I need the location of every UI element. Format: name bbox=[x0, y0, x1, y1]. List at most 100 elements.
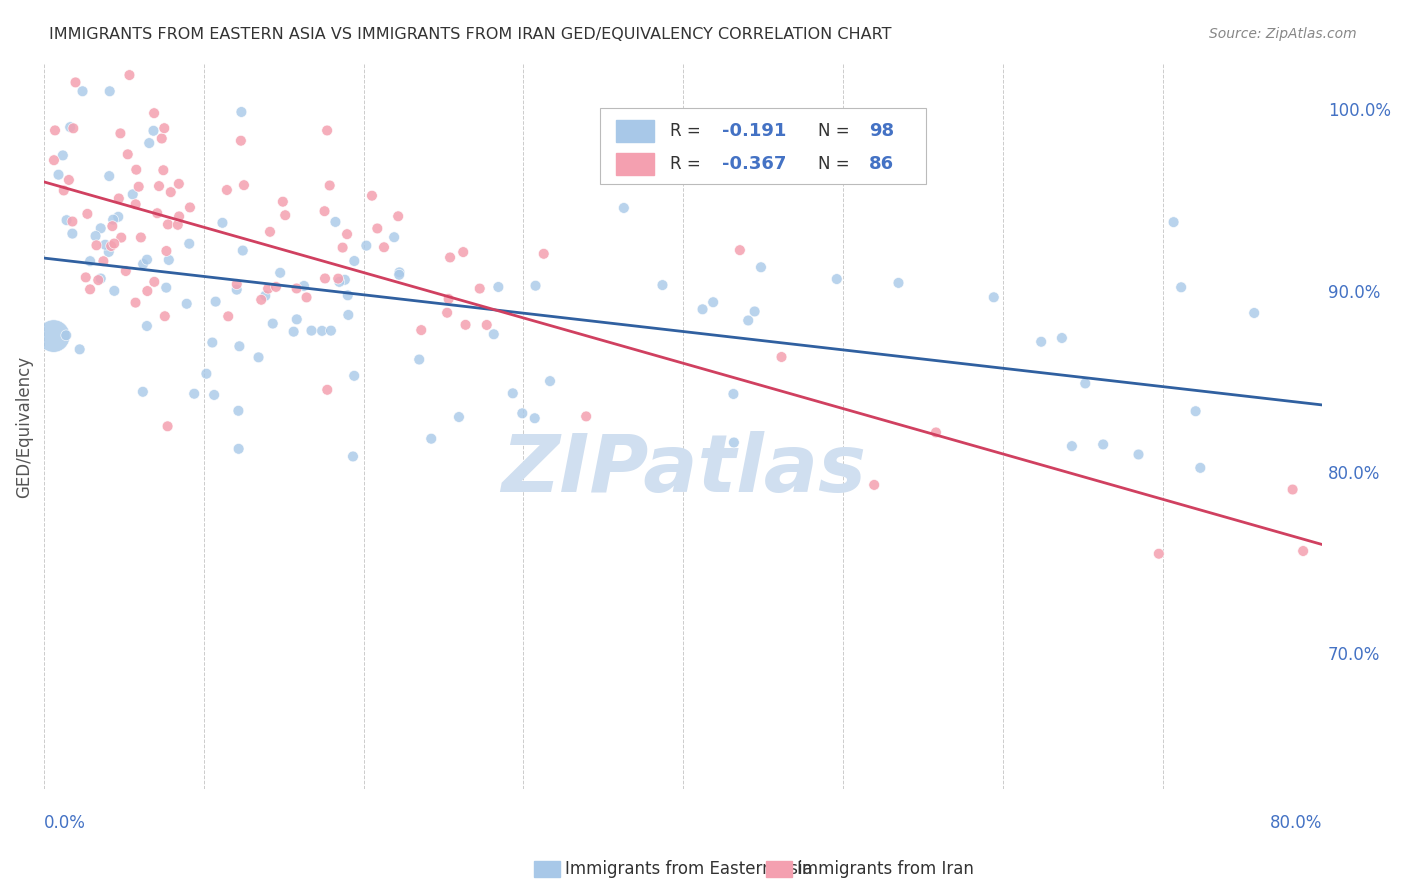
Text: Source: ZipAtlas.com: Source: ZipAtlas.com bbox=[1209, 27, 1357, 41]
Point bbox=[125, 162, 148, 177]
Point bbox=[179, 236, 201, 251]
Point bbox=[69, 343, 91, 357]
Point bbox=[411, 323, 433, 337]
Point bbox=[343, 368, 366, 383]
Point bbox=[257, 282, 280, 296]
Text: N =: N = bbox=[817, 122, 855, 140]
Point bbox=[366, 221, 388, 235]
Point bbox=[250, 293, 273, 307]
Point bbox=[388, 265, 411, 279]
Point bbox=[283, 325, 305, 339]
Point bbox=[1292, 544, 1315, 558]
Point bbox=[274, 208, 297, 222]
Point bbox=[342, 450, 364, 464]
Point bbox=[153, 121, 176, 136]
Point bbox=[533, 247, 555, 261]
Point bbox=[314, 271, 336, 285]
Point bbox=[728, 243, 751, 257]
Point bbox=[316, 383, 339, 397]
Point bbox=[62, 121, 84, 136]
Point bbox=[233, 178, 256, 193]
Text: ZIPatlas: ZIPatlas bbox=[501, 431, 866, 509]
Point bbox=[55, 213, 77, 227]
Point bbox=[723, 435, 745, 450]
Point bbox=[58, 173, 80, 187]
Text: Immigrants from Eastern Asia: Immigrants from Eastern Asia bbox=[565, 860, 813, 878]
Point bbox=[129, 230, 152, 244]
Text: 98: 98 bbox=[869, 122, 894, 140]
Point bbox=[132, 384, 155, 399]
Point bbox=[143, 275, 166, 289]
Point bbox=[148, 179, 170, 194]
Point bbox=[136, 284, 159, 298]
Point bbox=[1184, 404, 1206, 418]
Point bbox=[388, 268, 411, 282]
Point bbox=[408, 352, 430, 367]
Point bbox=[97, 244, 120, 259]
Point bbox=[1074, 376, 1097, 391]
Point bbox=[228, 339, 250, 353]
Point bbox=[217, 310, 239, 324]
Point bbox=[65, 75, 87, 89]
Point bbox=[262, 317, 284, 331]
Point bbox=[201, 335, 224, 350]
Point bbox=[142, 124, 165, 138]
Point bbox=[285, 312, 308, 326]
Point bbox=[863, 478, 886, 492]
Point bbox=[1050, 331, 1073, 345]
Point bbox=[319, 324, 342, 338]
Point bbox=[486, 280, 509, 294]
Point bbox=[387, 209, 409, 223]
Point bbox=[52, 148, 75, 162]
Point bbox=[75, 270, 97, 285]
Point bbox=[361, 188, 384, 202]
Point bbox=[110, 127, 132, 141]
Point bbox=[153, 310, 176, 324]
Point bbox=[1060, 439, 1083, 453]
Point bbox=[333, 273, 356, 287]
Point bbox=[84, 229, 107, 244]
Point bbox=[271, 194, 294, 209]
Point bbox=[159, 185, 181, 199]
Point bbox=[98, 84, 121, 98]
Point bbox=[723, 387, 745, 401]
FancyBboxPatch shape bbox=[616, 120, 654, 142]
Point bbox=[98, 169, 121, 183]
Point bbox=[228, 442, 250, 456]
Point bbox=[523, 411, 546, 425]
Point bbox=[156, 419, 179, 434]
Point bbox=[155, 244, 177, 258]
Point bbox=[285, 281, 308, 295]
Point bbox=[692, 302, 714, 317]
Point bbox=[1189, 460, 1212, 475]
Point bbox=[167, 177, 190, 191]
Point bbox=[62, 214, 84, 228]
Point bbox=[93, 254, 115, 268]
Point bbox=[325, 215, 347, 229]
Point bbox=[101, 212, 124, 227]
Point bbox=[292, 279, 315, 293]
Point bbox=[79, 254, 101, 268]
Point bbox=[118, 68, 141, 82]
Point bbox=[52, 184, 75, 198]
Point bbox=[318, 178, 340, 193]
Point bbox=[156, 218, 179, 232]
Point bbox=[128, 179, 150, 194]
Point bbox=[42, 153, 65, 168]
Point bbox=[59, 120, 82, 135]
Point bbox=[749, 260, 772, 275]
Point bbox=[1092, 437, 1115, 451]
Text: -0.367: -0.367 bbox=[721, 155, 786, 173]
Point bbox=[314, 204, 336, 219]
Point bbox=[254, 289, 277, 303]
Point bbox=[225, 283, 247, 297]
Point bbox=[1170, 280, 1192, 294]
Point bbox=[166, 218, 188, 232]
Point bbox=[231, 105, 253, 120]
Point bbox=[232, 244, 254, 258]
Point bbox=[437, 292, 460, 306]
Point bbox=[454, 318, 477, 332]
Point bbox=[48, 168, 70, 182]
Point bbox=[247, 351, 270, 365]
Point bbox=[143, 106, 166, 120]
